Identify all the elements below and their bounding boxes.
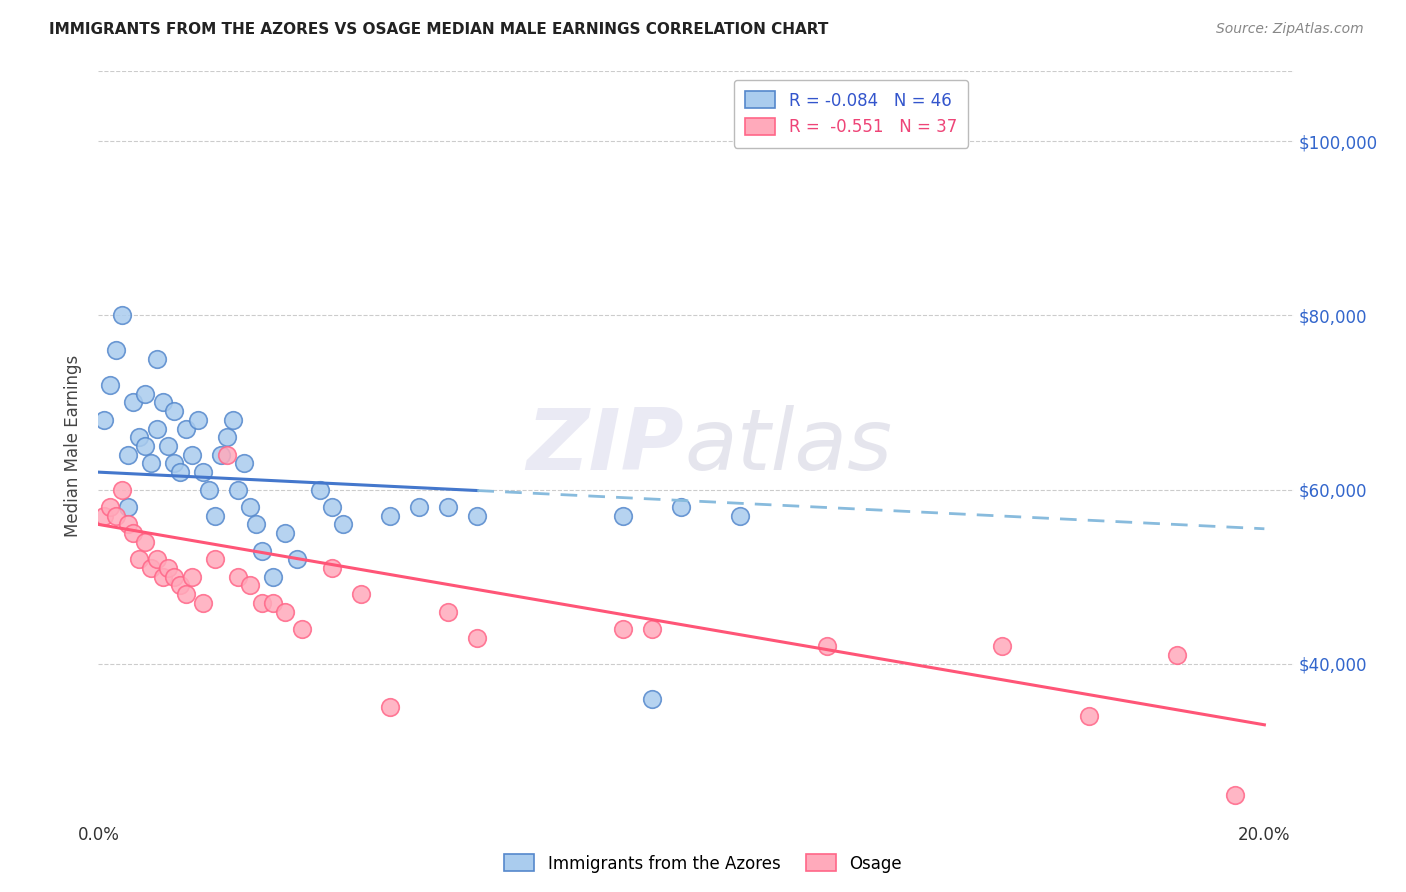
Point	[728, 508, 751, 523]
Point	[233, 457, 256, 471]
Point	[111, 483, 134, 497]
Point	[93, 508, 115, 523]
Point	[285, 552, 308, 566]
Point	[139, 457, 162, 471]
Point	[174, 587, 197, 601]
Point	[180, 448, 202, 462]
Point	[157, 561, 180, 575]
Y-axis label: Median Male Earnings: Median Male Earnings	[65, 355, 83, 537]
Point	[209, 448, 232, 462]
Text: Source: ZipAtlas.com: Source: ZipAtlas.com	[1216, 22, 1364, 37]
Text: atlas: atlas	[685, 404, 891, 488]
Point	[408, 500, 430, 514]
Point	[215, 430, 238, 444]
Point	[145, 552, 167, 566]
Point	[815, 640, 838, 654]
Legend: R = -0.084   N = 46, R =  -0.551   N = 37: R = -0.084 N = 46, R = -0.551 N = 37	[734, 79, 969, 148]
Point	[139, 561, 162, 575]
Point	[163, 404, 186, 418]
Point	[228, 483, 250, 497]
Point	[122, 526, 145, 541]
Point	[186, 413, 208, 427]
Legend: Immigrants from the Azores, Osage: Immigrants from the Azores, Osage	[498, 847, 908, 880]
Point	[128, 552, 150, 566]
Point	[169, 465, 191, 479]
Point	[93, 413, 115, 427]
Point	[117, 500, 139, 514]
Point	[122, 395, 145, 409]
Point	[134, 439, 156, 453]
Point	[321, 561, 343, 575]
Point	[1078, 709, 1101, 723]
Point	[204, 552, 226, 566]
Point	[204, 508, 226, 523]
Point	[467, 508, 489, 523]
Point	[104, 343, 127, 358]
Text: ZIP: ZIP	[526, 404, 685, 488]
Point	[134, 386, 156, 401]
Point	[193, 596, 215, 610]
Point	[641, 622, 664, 636]
Point	[163, 457, 186, 471]
Point	[641, 691, 664, 706]
Point	[134, 534, 156, 549]
Point	[198, 483, 221, 497]
Point	[612, 622, 634, 636]
Point	[145, 421, 167, 435]
Point	[309, 483, 332, 497]
Point	[467, 631, 489, 645]
Point	[262, 570, 284, 584]
Point	[98, 378, 121, 392]
Point	[157, 439, 180, 453]
Point	[174, 421, 197, 435]
Point	[350, 587, 373, 601]
Point	[128, 430, 150, 444]
Point	[437, 605, 460, 619]
Point	[991, 640, 1014, 654]
Point	[98, 500, 121, 514]
Point	[228, 570, 250, 584]
Point	[163, 570, 186, 584]
Point	[245, 517, 267, 532]
Point	[332, 517, 354, 532]
Text: IMMIGRANTS FROM THE AZORES VS OSAGE MEDIAN MALE EARNINGS CORRELATION CHART: IMMIGRANTS FROM THE AZORES VS OSAGE MEDI…	[49, 22, 828, 37]
Point	[1225, 788, 1247, 802]
Point	[152, 395, 174, 409]
Point	[117, 517, 139, 532]
Point	[215, 448, 238, 462]
Point	[193, 465, 215, 479]
Point	[378, 508, 401, 523]
Point	[1166, 648, 1188, 662]
Point	[145, 351, 167, 366]
Point	[221, 413, 243, 427]
Point	[671, 500, 693, 514]
Point	[250, 596, 273, 610]
Point	[117, 448, 139, 462]
Point	[437, 500, 460, 514]
Point	[239, 578, 262, 592]
Point	[291, 622, 314, 636]
Point	[250, 543, 273, 558]
Point	[274, 526, 297, 541]
Point	[321, 500, 343, 514]
Point	[274, 605, 297, 619]
Point	[104, 508, 127, 523]
Point	[169, 578, 191, 592]
Point	[239, 500, 262, 514]
Point	[111, 308, 134, 322]
Point	[612, 508, 634, 523]
Point	[180, 570, 202, 584]
Point	[152, 570, 174, 584]
Point	[262, 596, 284, 610]
Point	[378, 700, 401, 714]
